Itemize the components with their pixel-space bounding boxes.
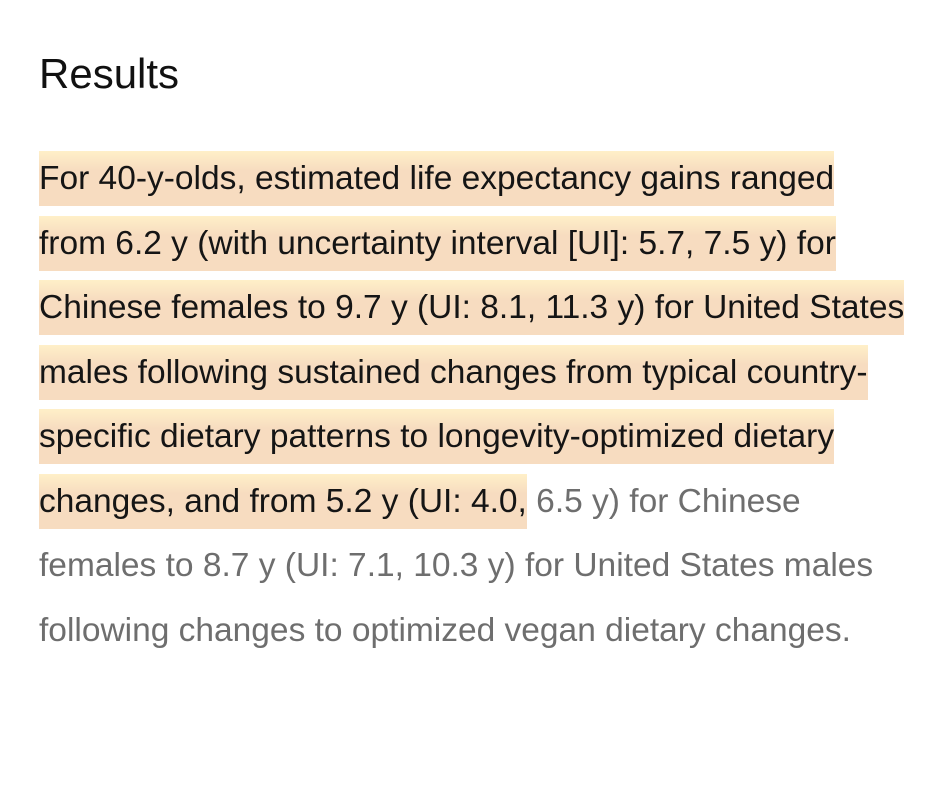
section-heading: Results <box>39 50 180 97</box>
highlighted-text[interactable]: For 40-y-olds, estimated life expectancy… <box>39 151 905 529</box>
unhighlighted-text: 6.5 y) for Chinese females to 8.7 y (UI:… <box>39 482 874 649</box>
results-paragraph: For 40-y-olds, estimated life expectancy… <box>39 147 909 663</box>
results-section: Results For 40-y-olds, estimated life ex… <box>39 46 919 663</box>
